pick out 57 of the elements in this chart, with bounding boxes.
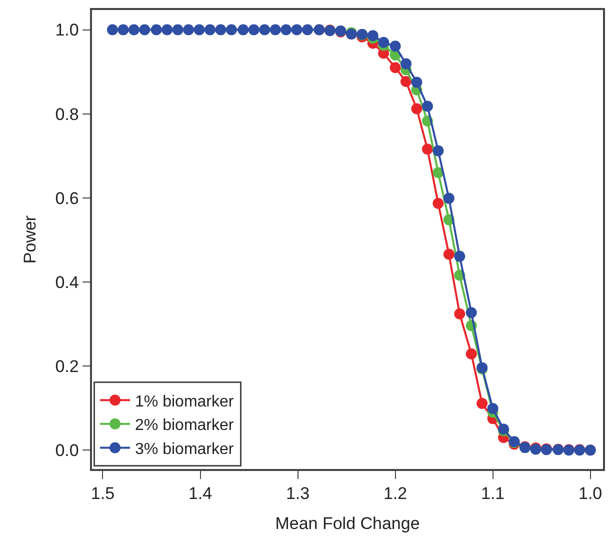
y-tick-label: 0.2 xyxy=(55,356,79,376)
point xyxy=(226,24,237,36)
x-tick-label: 1.1 xyxy=(480,484,505,504)
point xyxy=(106,24,118,36)
point xyxy=(454,250,466,262)
x-tick-label: 1.4 xyxy=(188,484,212,504)
legend-label: 3% biomarker xyxy=(135,440,234,458)
point xyxy=(302,24,314,36)
point xyxy=(432,198,444,209)
x-tick-label: 1.2 xyxy=(383,484,408,504)
point xyxy=(378,36,390,48)
point xyxy=(443,192,454,204)
point xyxy=(248,24,260,36)
x-tick-label: 1.5 xyxy=(90,484,115,504)
point xyxy=(400,76,412,87)
point xyxy=(411,103,422,114)
x-tick-label: 1.0 xyxy=(578,484,602,504)
point xyxy=(150,24,162,36)
y-tick-label: 0.6 xyxy=(55,188,79,208)
point xyxy=(466,307,477,318)
x-tick-label: 1.3 xyxy=(286,484,310,504)
point xyxy=(162,24,173,36)
point xyxy=(432,167,444,178)
point xyxy=(476,398,488,409)
y-tick-label: 0.4 xyxy=(55,272,79,292)
point xyxy=(172,24,184,36)
y-tick-label: 0.8 xyxy=(55,104,79,124)
point xyxy=(411,76,422,88)
point xyxy=(183,24,194,36)
point xyxy=(432,145,444,156)
y-tick-label: 1.0 xyxy=(55,20,79,40)
point xyxy=(204,24,216,36)
point xyxy=(291,24,302,36)
point xyxy=(487,402,498,414)
point xyxy=(128,24,140,36)
point xyxy=(367,30,378,42)
point xyxy=(390,62,401,74)
legend-label: 1% biomarker xyxy=(135,393,234,410)
point xyxy=(118,24,129,36)
point xyxy=(215,24,226,36)
point xyxy=(238,24,249,36)
point xyxy=(422,144,433,155)
point xyxy=(466,348,477,360)
point xyxy=(454,308,466,320)
point xyxy=(194,24,205,36)
point xyxy=(422,100,433,112)
y-axis-title: Power xyxy=(20,215,40,264)
point xyxy=(390,40,401,52)
point xyxy=(280,24,292,36)
point xyxy=(270,24,281,36)
point xyxy=(139,24,150,36)
y-tick-label: 0.0 xyxy=(55,441,79,460)
point xyxy=(259,24,270,36)
point xyxy=(400,58,412,70)
x-axis-title: Mean Fold Change xyxy=(275,514,420,534)
point xyxy=(443,248,454,260)
legend-label: 2% biomarker xyxy=(135,417,234,434)
